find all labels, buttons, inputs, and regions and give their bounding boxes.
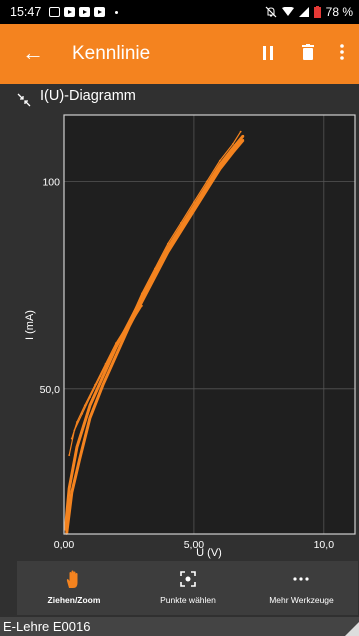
data-point <box>167 242 169 245</box>
more-horiz-icon <box>293 577 309 581</box>
focus-point-icon <box>180 571 196 587</box>
plot-frame <box>63 114 356 535</box>
data-point <box>128 321 130 324</box>
collapse-icon[interactable] <box>17 93 31 107</box>
data-point <box>68 454 71 457</box>
data-point <box>76 445 78 448</box>
data-point <box>115 354 117 357</box>
data-point <box>193 205 195 208</box>
gallery-notification-icon <box>49 7 61 17</box>
data-point <box>231 143 234 145</box>
data-point <box>193 201 195 204</box>
back-arrow-icon[interactable]: ← <box>22 40 44 65</box>
data-point <box>239 130 242 133</box>
series-line <box>63 134 245 531</box>
data-point <box>68 487 71 490</box>
data-point <box>115 342 117 345</box>
data-point <box>218 168 221 170</box>
data-point <box>89 416 91 419</box>
x-axis-label: U (V) <box>196 547 222 559</box>
data-point <box>167 251 169 253</box>
status-time: 15:47 <box>10 5 42 19</box>
device-footer[interactable]: E-Lehre E0016 <box>0 617 359 636</box>
pick-points-tool[interactable]: Punkte wählen <box>131 561 245 615</box>
hand-icon <box>66 570 78 588</box>
data-point <box>89 404 91 407</box>
chart-title: I(U)-Diagramm <box>40 88 136 104</box>
pan-zoom-label: Ziehen/Zoom <box>47 595 101 605</box>
data-point <box>109 354 112 357</box>
data-point <box>89 396 91 398</box>
youtube-notification-icon-3 <box>94 7 106 17</box>
pick-points-label: Punkte wählen <box>160 595 216 605</box>
data-point <box>141 292 143 295</box>
data-point <box>102 383 104 386</box>
data-point <box>180 226 182 228</box>
data-point <box>231 151 234 154</box>
battery-icon <box>313 6 321 18</box>
data-point <box>73 429 76 432</box>
data-point <box>206 188 208 191</box>
more-notifications-icon <box>115 10 119 14</box>
page-title: Kennlinie <box>72 43 151 64</box>
x-tick-label: 10,0 <box>314 539 335 551</box>
series-line <box>65 138 245 535</box>
x-tick-label: 5,00 <box>184 539 205 551</box>
data-point <box>78 458 81 461</box>
data-point <box>102 375 104 378</box>
data-point <box>120 338 123 340</box>
more-tools[interactable]: Mehr Werkzeuge <box>245 561 358 615</box>
more-tools-label: Mehr Werkzeuge <box>269 595 334 605</box>
battery-level: 78 % <box>325 5 353 19</box>
x-tick-label: 0,00 <box>54 539 75 551</box>
data-point <box>218 163 221 166</box>
youtube-notification-icon-2 <box>79 7 91 17</box>
status-bar: 15:47 78 % <box>0 0 359 24</box>
data-point <box>218 159 221 162</box>
device-name: E-Lehre E0016 <box>3 619 91 634</box>
series-line <box>71 131 242 439</box>
data-point <box>167 246 169 249</box>
data-point <box>242 138 245 141</box>
youtube-notification-icon <box>64 7 76 17</box>
more-vert-icon[interactable] <box>340 44 344 60</box>
y-axis-label: I (mA) <box>24 310 36 340</box>
trash-icon[interactable] <box>302 44 314 60</box>
notification-icons <box>49 7 119 17</box>
data-point <box>154 267 156 270</box>
chart-toolbar: Ziehen/Zoom Punkte wählen Mehr Werkzeuge <box>17 561 358 615</box>
data-point <box>242 134 245 137</box>
pan-zoom-tool[interactable]: Ziehen/Zoom <box>17 561 131 615</box>
data-point <box>141 304 143 307</box>
system-icons: 78 % <box>265 0 353 24</box>
data-point <box>193 209 195 212</box>
data-point <box>180 221 182 224</box>
resize-handle-icon[interactable] <box>345 622 359 636</box>
data-point <box>141 300 143 303</box>
mute-icon <box>265 6 277 18</box>
data-point <box>231 147 234 150</box>
y-tick-label: 50,0 <box>40 384 61 396</box>
signal-icon <box>298 7 309 17</box>
data-point <box>70 491 73 494</box>
data-point <box>154 275 156 278</box>
data-point <box>206 180 208 183</box>
pause-icon[interactable] <box>263 46 273 60</box>
iu-chart[interactable]: 0,00 5,00 10,0 50,0 100 U (V) I (mA) <box>0 110 359 560</box>
y-tick-label: 100 <box>42 176 60 188</box>
wifi-icon <box>281 7 294 16</box>
data-point <box>81 412 84 415</box>
data-point <box>130 321 133 324</box>
data-point <box>99 375 102 378</box>
data-point <box>206 184 208 187</box>
app-bar: ← Kennlinie <box>0 24 359 84</box>
data-point <box>180 230 182 233</box>
